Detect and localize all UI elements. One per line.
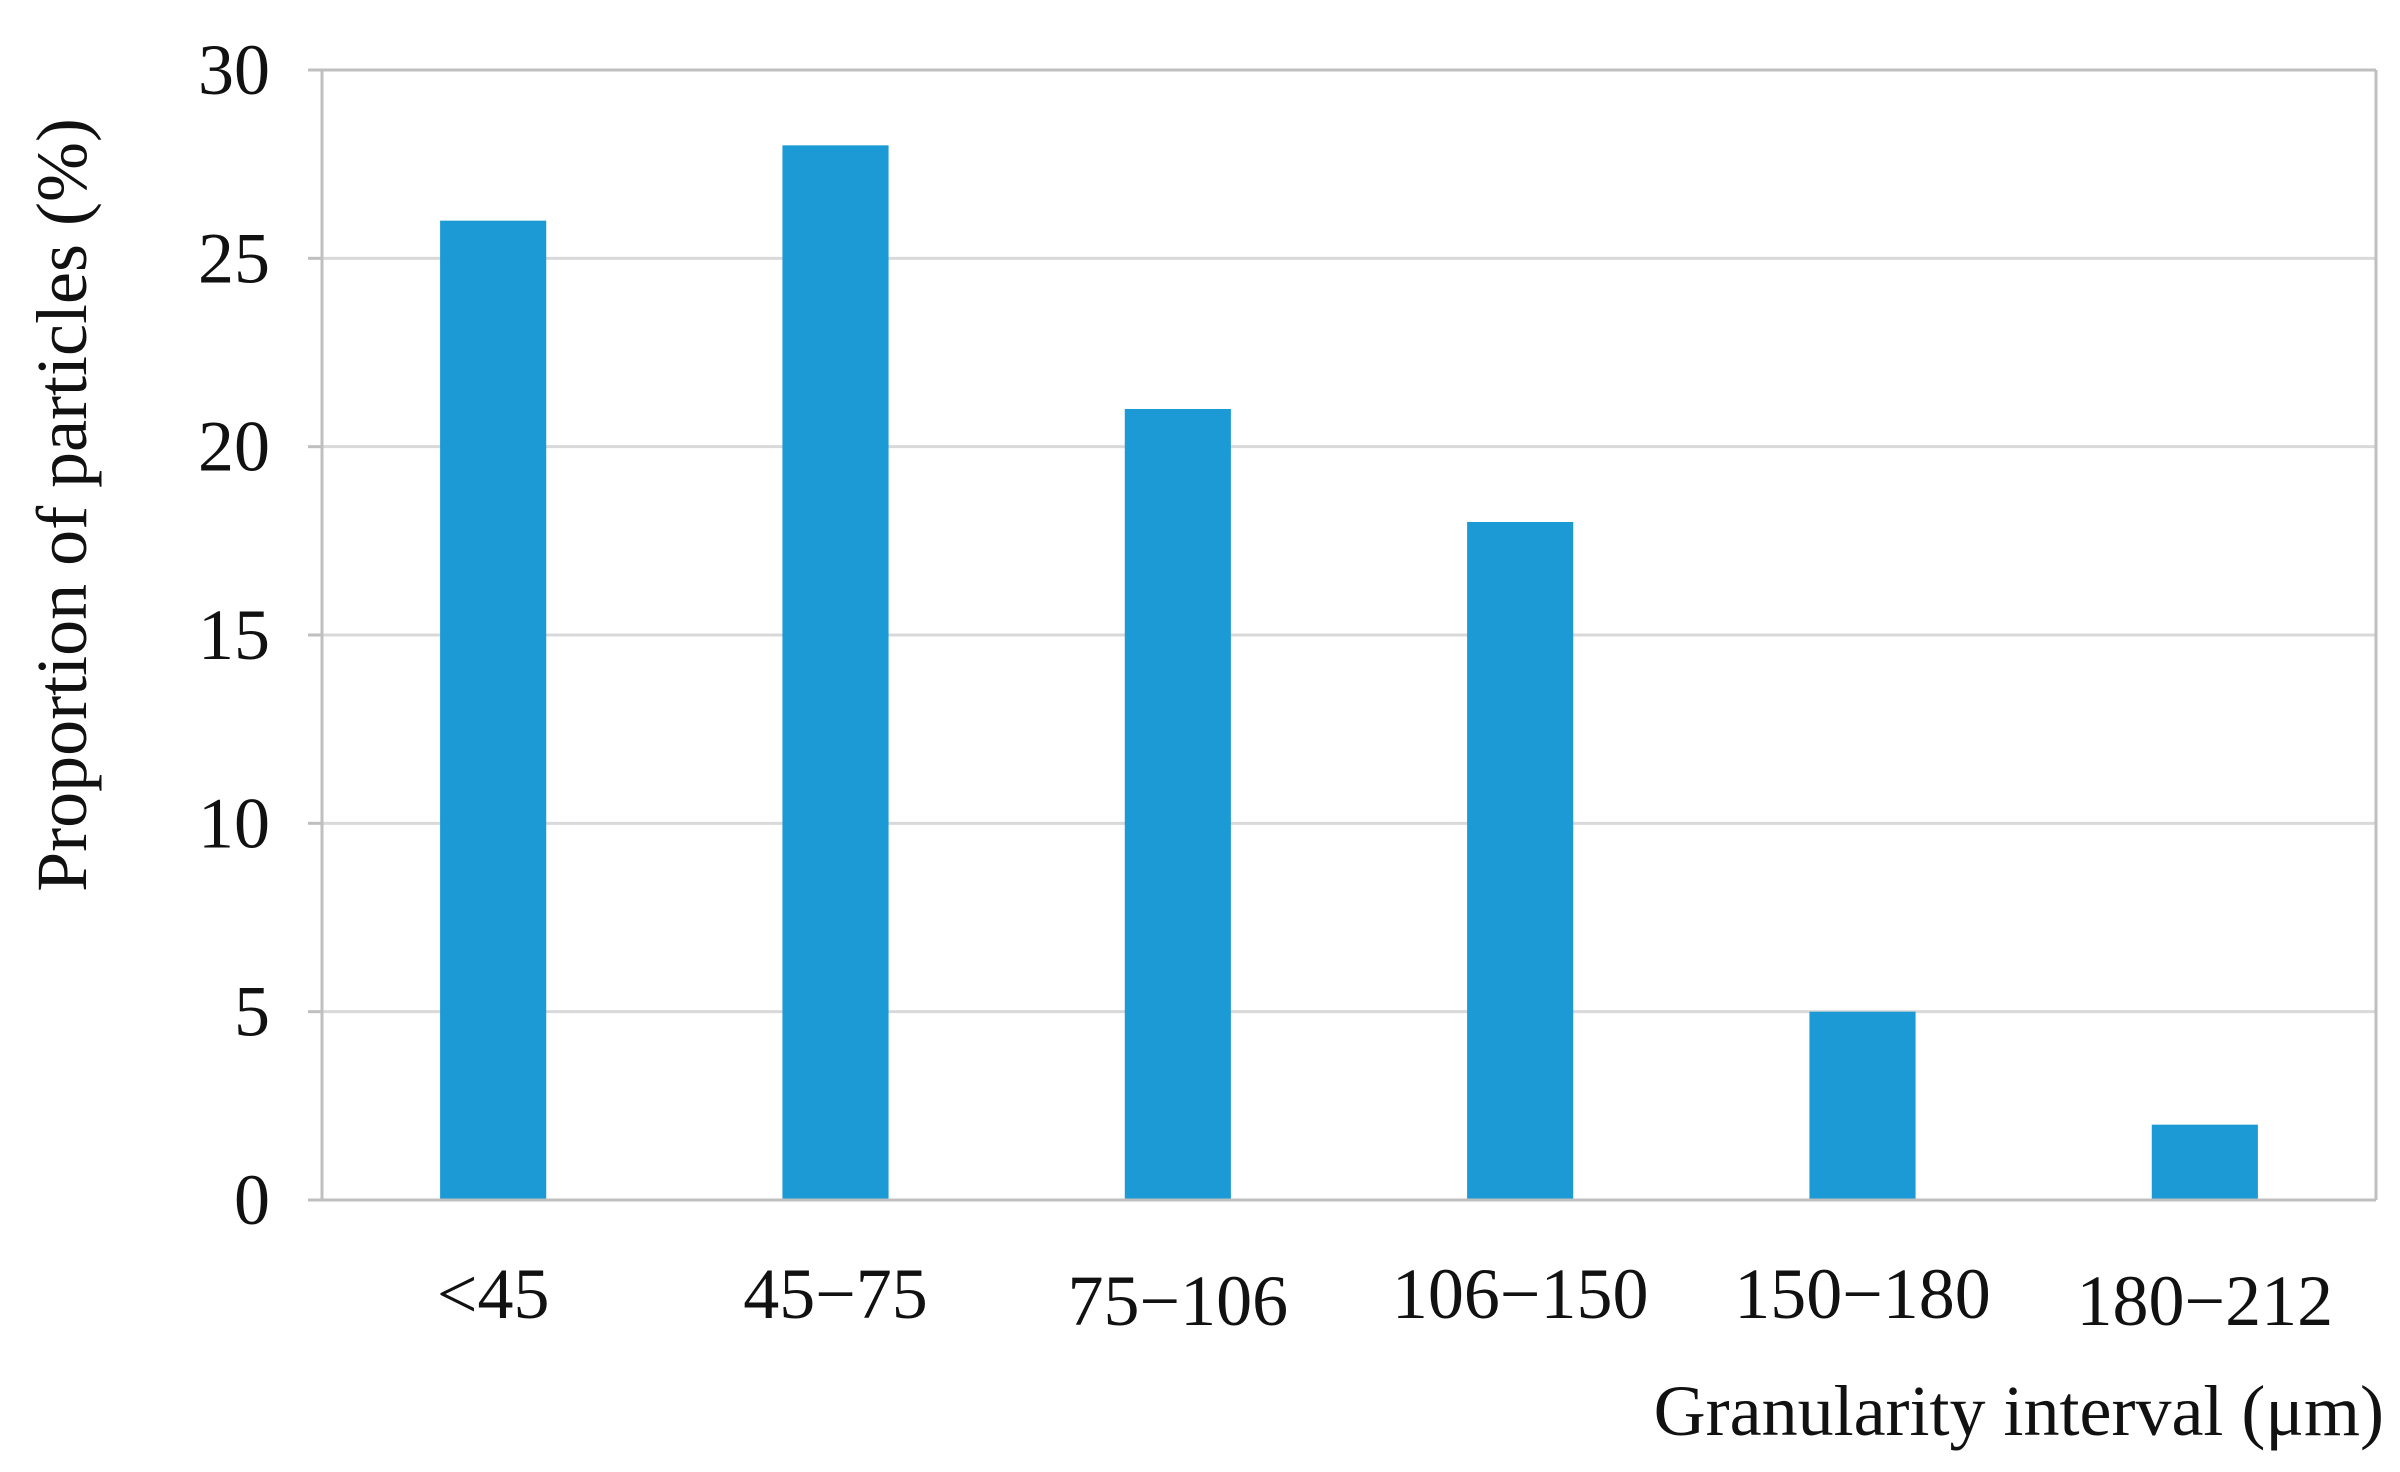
x-tick-label: 180−212	[2077, 1261, 2334, 1341]
y-tick-label: 10	[198, 783, 270, 863]
bar	[2151, 1124, 2258, 1200]
axes	[308, 68, 2378, 1202]
bar	[1467, 522, 1574, 1200]
x-axis-label: Granularity interval (μm)	[1654, 1371, 2384, 1451]
y-tick-label: 0	[234, 1160, 270, 1240]
y-tick-labels: 0 5 10 15 20 25 30	[198, 30, 270, 1240]
x-tick-label: 106−150	[1392, 1254, 1649, 1334]
x-tick-labels: <45 45−75 75−106 106−150 150−180 180−212	[437, 1254, 2333, 1341]
y-tick-label: 25	[198, 218, 270, 298]
bar	[782, 145, 889, 1200]
bar	[1124, 409, 1231, 1200]
x-tick-label: 45−75	[743, 1254, 928, 1334]
bar	[1809, 1011, 1916, 1200]
bar	[440, 220, 547, 1200]
x-tick-label: 75−106	[1068, 1261, 1289, 1341]
y-tick-label: 30	[198, 30, 270, 110]
x-tick-label: 150−180	[1734, 1254, 1991, 1334]
gridlines	[322, 68, 2376, 1014]
y-tick-label: 20	[198, 407, 270, 487]
y-axis-label: Proportion of particles (%)	[22, 118, 102, 892]
bars	[440, 145, 2258, 1200]
y-tick-label: 15	[198, 595, 270, 675]
y-tick-label: 5	[234, 972, 270, 1052]
x-tick-label: <45	[437, 1254, 550, 1334]
